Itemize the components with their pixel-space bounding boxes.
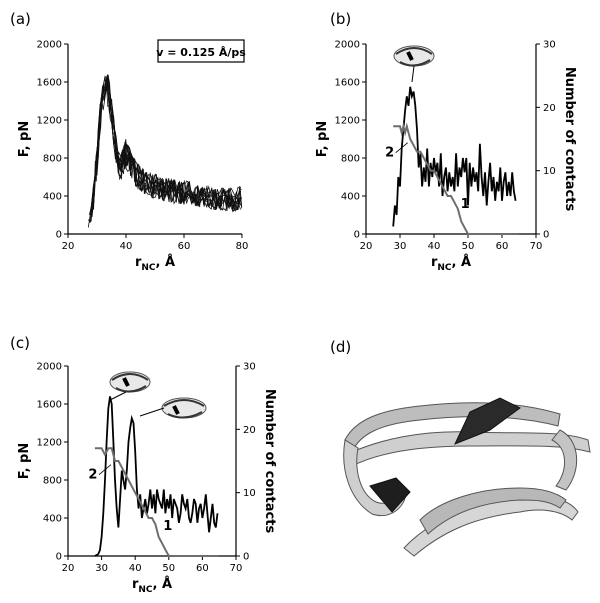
y-tick-label: 0 [354, 230, 360, 241]
x-axis-label: rNC, Å [132, 576, 172, 595]
x-tick-label: 50 [162, 563, 175, 574]
x-tick-label: 50 [462, 241, 475, 252]
contacts-line [393, 122, 519, 235]
series-label: 1 [163, 519, 172, 534]
protein-inset-c2 [139, 397, 207, 419]
x-tick-label: 70 [230, 563, 243, 574]
y-axis-label: F, pN [315, 121, 330, 157]
x-tick-label: 60 [178, 241, 191, 252]
y2-tick-label: 30 [243, 362, 256, 373]
x-axis-label-main: r [135, 255, 142, 270]
y-tick-label: 800 [341, 154, 360, 165]
y2-axis-label: Number of contacts [262, 389, 277, 534]
y-axis-label: F, pN [17, 121, 32, 157]
y-tick-label: 400 [43, 192, 62, 203]
x-axis-label-unit: , Å [156, 254, 176, 270]
y-tick-label: 2000 [335, 40, 360, 51]
y-tick-label: 0 [56, 230, 62, 241]
y2-axis-label: Number of contacts [562, 67, 577, 212]
series-label: 2 [88, 468, 97, 483]
x-axis-label: rNC, Å [135, 254, 175, 273]
y-tick-label: 1200 [335, 116, 360, 127]
panel-label-a: (a) [10, 10, 31, 28]
series-label-leader [395, 142, 408, 153]
y2-tick-label: 0 [243, 552, 249, 563]
x-tick-label: 40 [428, 241, 441, 252]
y-axis-label: F, pN [17, 443, 32, 479]
chart-c: 20 30 40 50 60 7004008001200160020000102030Nu… [17, 362, 277, 596]
x-axis-label-sub: NC [138, 585, 153, 595]
panel-label-c: (c) [10, 334, 30, 352]
protein-ribbon-d [343, 397, 591, 557]
x-tick-label: 30 [394, 241, 407, 252]
x-tick-label: 60 [196, 563, 209, 574]
x-axis-label-main: r [431, 255, 438, 270]
series-label-leader [98, 464, 112, 475]
x-axis-label-unit: , Å [153, 576, 173, 592]
y-tick-label: 400 [341, 192, 360, 203]
y2-tick-label: 0 [543, 230, 549, 241]
x-tick-label: 20 [62, 563, 75, 574]
x-tick-label: 70 [530, 241, 543, 252]
protein-inset-c1 [109, 371, 151, 401]
y-tick-label: 800 [43, 154, 62, 165]
y-tick-label: 1600 [37, 400, 62, 411]
x-tick-label: 40 [129, 563, 142, 574]
panel-label-d: (d) [330, 338, 351, 356]
x-axis-label-sub: NC [437, 263, 452, 273]
y-tick-label: 2000 [37, 362, 62, 373]
y2-tick-label: 10 [243, 488, 256, 499]
series-label: 1 [461, 197, 470, 212]
x-tick-label: 40 [120, 241, 133, 252]
force-line [94, 396, 219, 557]
chart-b: 20 30 40 50 60 7004008001200160020000102030Nu… [315, 40, 577, 274]
velocity-annotation-text: v = 0.125 Å/ps [156, 46, 246, 59]
y2-tick-label: 10 [543, 166, 556, 177]
x-axis-label-sub: NC [141, 263, 156, 273]
x-axis-label-main: r [132, 577, 139, 592]
y-tick-label: 1200 [37, 116, 62, 127]
y-tick-label: 1600 [37, 78, 62, 89]
y2-tick-label: 20 [543, 103, 556, 114]
y-tick-label: 800 [43, 476, 62, 487]
panel-label-b: (b) [330, 10, 351, 28]
x-tick-label: 20 [360, 241, 373, 252]
x-tick-label: 20 [62, 241, 75, 252]
force-trace [90, 78, 243, 223]
y-tick-label: 400 [43, 514, 62, 525]
x-tick-label: 60 [496, 241, 509, 252]
y-tick-label: 1600 [335, 78, 360, 89]
velocity-annotation: v = 0.125 Å/ps [156, 39, 246, 63]
series-label: 2 [385, 146, 394, 161]
force-line [392, 86, 517, 227]
y2-tick-label: 30 [543, 40, 556, 51]
x-axis-label-unit: , Å [452, 254, 472, 270]
force-trace [87, 74, 242, 228]
y-tick-label: 2000 [37, 40, 62, 51]
x-tick-label: 80 [236, 241, 249, 252]
y-tick-label: 1200 [37, 438, 62, 449]
x-tick-label: 30 [95, 563, 108, 574]
contacts-line [94, 447, 220, 557]
y-tick-label: 0 [56, 552, 62, 563]
protein-inset-b [393, 45, 435, 83]
y2-tick-label: 20 [243, 425, 256, 436]
x-axis-label: rNC, Å [431, 254, 471, 273]
